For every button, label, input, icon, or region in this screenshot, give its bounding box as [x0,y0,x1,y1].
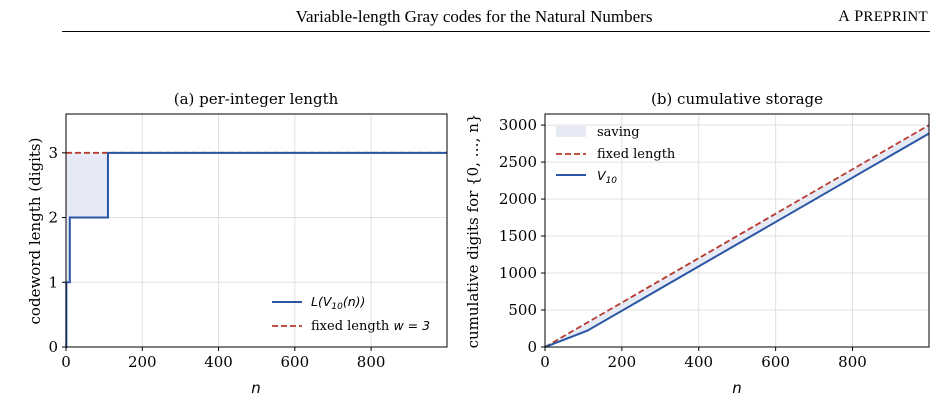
panel-b-frame [544,113,930,348]
panel-a-x-tick-label: 600 [281,353,310,371]
panel-b-y-tick-label: 0 [527,338,537,356]
preprint-second-initial: P [854,8,864,25]
panel-b-fixed-line [544,124,930,348]
panel-a-y-ticks: 0 1 2 3 [48,144,66,356]
panel-a: (a) per-integer length 0 200 400 600 800 0 1 2… [26,90,448,397]
panel-b-x-tick-label: 200 [608,353,637,371]
panel-a-x-ticks: 0 200 400 600 800 [61,347,385,371]
panel-b-legend: saving fixed length V10 [556,125,676,186]
panel-a-v10-line [65,151,447,348]
panel-a-y-label: codeword length (digits) [26,138,44,325]
panel-b-x-tick-label: 600 [761,353,790,371]
panel-a-x-label: n [251,379,261,397]
panel-b-x-tick-label: 800 [838,353,867,371]
panel-b-y-label: cumulative digits for {0, …, n} [464,114,482,349]
preprint-label: A PREPRINT [838,8,928,26]
legend-label-saving: saving [597,125,640,140]
legend-label-v10-b: V10 [597,168,617,186]
panel-b-y-tick-label: 2000 [499,190,537,208]
panel-a-y-tick-label: 0 [48,338,58,356]
header-rule [62,31,930,32]
panel-b-x-ticks: 0 200 400 600 800 [540,347,867,371]
panel-b-y-tick-label: 500 [508,301,537,319]
panel-a-x-tick-label: 400 [204,353,233,371]
panel-a-title: (a) per-integer length [174,90,339,108]
panel-a-grid [65,114,447,348]
legend-label-fixed: fixed length w = 3 [311,318,430,334]
panel-a-y-tick-label: 3 [48,144,58,162]
panel-a-frame [65,113,448,348]
panel-a-x-tick-label: 800 [357,353,386,371]
panel-b-y-ticks: 0 500 1000 1500 2000 2500 3000 [499,116,545,356]
panel-a-y-tick-label: 2 [48,209,58,227]
running-title: Variable-length Gray codes for the Natur… [295,7,653,26]
panel-a-y-tick-label: 1 [48,273,58,291]
preprint-first-letter: A [838,8,851,25]
panel-b-title: (b) cumulative storage [651,90,823,108]
running-header: Variable-length Gray codes for the Natur… [0,0,948,32]
panel-b: (b) cumulative storage 0 200 400 600 800 0 50… [464,90,930,397]
panel-b-x-tick-label: 400 [684,353,713,371]
preprint-rest: REPRINT [863,9,928,25]
panel-a-saving-area [66,152,447,347]
panel-b-y-tick-label: 2500 [499,153,537,171]
panel-a-x-tick-label: 0 [61,353,71,371]
panel-b-y-tick-label: 1500 [499,227,537,245]
panel-a-legend: L(V10(n)) fixed length w = 3 [272,294,430,334]
panel-b-x-label: n [732,379,742,397]
panel-b-y-tick-label: 1000 [499,264,537,282]
legend-label-v10: L(V10(n)) [311,294,365,312]
panel-b-v10-line [544,132,930,348]
panel-a-x-tick-label: 200 [128,353,157,371]
panel-b-x-tick-label: 0 [540,353,550,371]
panel-b-y-tick-label: 3000 [499,116,537,134]
legend-swatch-saving [556,126,586,137]
legend-label-fixed-b: fixed length [597,147,676,162]
